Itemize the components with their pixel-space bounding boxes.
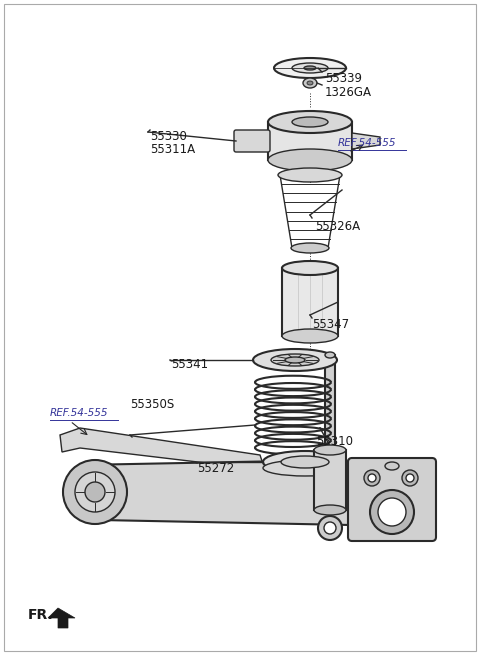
Bar xyxy=(325,355,335,505)
Polygon shape xyxy=(75,460,380,525)
Text: 55310: 55310 xyxy=(316,435,353,448)
Text: 55341: 55341 xyxy=(171,358,208,371)
Ellipse shape xyxy=(324,522,336,534)
Ellipse shape xyxy=(282,329,338,343)
Ellipse shape xyxy=(402,470,418,486)
Ellipse shape xyxy=(303,78,317,88)
Ellipse shape xyxy=(378,498,406,526)
Ellipse shape xyxy=(268,111,352,133)
Text: REF.54-555: REF.54-555 xyxy=(50,408,108,418)
Ellipse shape xyxy=(406,474,414,482)
Ellipse shape xyxy=(63,460,127,524)
Polygon shape xyxy=(60,428,265,470)
Ellipse shape xyxy=(271,354,319,366)
Ellipse shape xyxy=(318,516,342,540)
Text: 55347: 55347 xyxy=(312,318,349,331)
Ellipse shape xyxy=(253,349,337,371)
Text: 55350S: 55350S xyxy=(130,398,174,411)
Ellipse shape xyxy=(304,66,316,70)
Ellipse shape xyxy=(370,490,414,534)
Ellipse shape xyxy=(292,63,328,73)
Text: 55330: 55330 xyxy=(150,130,187,143)
Ellipse shape xyxy=(281,456,329,468)
Ellipse shape xyxy=(325,352,335,358)
Text: 55339: 55339 xyxy=(325,72,362,85)
Ellipse shape xyxy=(364,470,380,486)
Text: 55272: 55272 xyxy=(197,462,234,475)
Polygon shape xyxy=(48,608,75,628)
Bar xyxy=(268,122,352,160)
Ellipse shape xyxy=(263,451,347,473)
Ellipse shape xyxy=(268,149,352,171)
Ellipse shape xyxy=(292,117,328,127)
FancyBboxPatch shape xyxy=(348,458,436,541)
Bar xyxy=(282,268,338,336)
Ellipse shape xyxy=(314,445,346,455)
Text: 55326A: 55326A xyxy=(315,220,360,233)
Bar xyxy=(314,450,346,510)
Ellipse shape xyxy=(285,357,305,363)
Ellipse shape xyxy=(291,243,329,253)
Text: FR.: FR. xyxy=(28,608,54,622)
FancyBboxPatch shape xyxy=(234,130,270,152)
Ellipse shape xyxy=(278,168,342,182)
Ellipse shape xyxy=(368,474,376,482)
Text: REF.54-555: REF.54-555 xyxy=(338,138,396,148)
Ellipse shape xyxy=(75,472,115,512)
Ellipse shape xyxy=(282,261,338,275)
Ellipse shape xyxy=(263,460,347,476)
Text: 55311A: 55311A xyxy=(150,143,195,156)
Ellipse shape xyxy=(274,58,346,78)
Polygon shape xyxy=(352,133,380,149)
Ellipse shape xyxy=(314,505,346,515)
Text: 1326GA: 1326GA xyxy=(325,86,372,99)
Ellipse shape xyxy=(85,482,105,502)
Ellipse shape xyxy=(385,462,399,470)
Ellipse shape xyxy=(307,81,313,85)
